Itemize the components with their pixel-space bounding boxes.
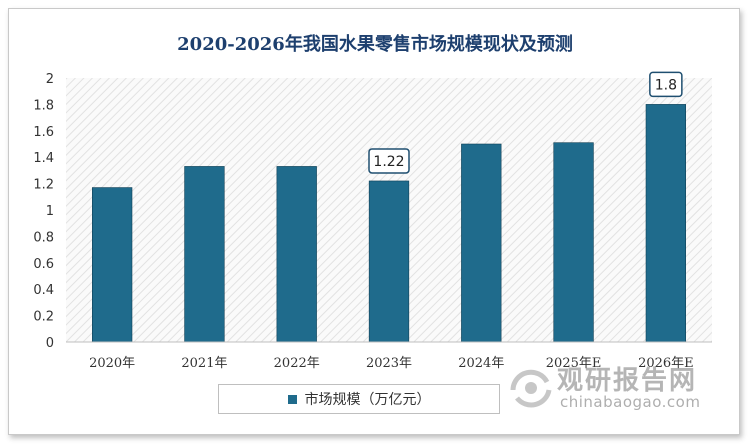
y-tick-label: 1.4 [33,151,54,166]
x-tick-label: 2026年E [638,356,694,371]
y-tick-label: 1.8 [33,98,54,113]
legend: 市场规模（万亿元） [218,384,500,414]
watermark-cn: 观研报告网 [557,366,698,396]
y-tick-label: 0.2 [33,310,54,325]
x-tick-label: 2021年 [181,356,227,371]
bar [276,166,317,343]
y-tick-label: 2 [46,72,54,87]
callout-label: 1.22 [373,154,404,170]
x-tick-label: 2025年E [546,356,602,371]
legend-label: 市场规模（万亿元） [304,392,431,408]
y-tick-label: 1.6 [33,125,54,140]
x-axis: 2020年 2021年 2022年 2023年 2024年 2025年E 2026年E [66,341,712,371]
x-tick-label: 2023年 [366,356,412,371]
x-tick-label: 2020年 [89,356,135,371]
x-tick-label: 2024年 [458,356,504,371]
callouts-group: 1.22 1.8 [368,71,683,174]
y-tick-label: 1.2 [33,178,54,193]
bar [461,143,502,343]
y-tick-label: 1 [46,204,54,219]
watermark-en: chinabaogao.com [560,393,701,411]
bar [645,104,686,343]
y-tick-label: 0.8 [33,230,54,245]
bar [368,180,410,343]
y-tick-label: 0.6 [33,257,54,272]
y-tick-label: 0 [46,336,54,351]
watermark: 观研报告网 chinabaogao.com [505,358,735,418]
x-tick-label: 2022年 [274,356,320,371]
watermark-logo-icon [510,369,552,408]
callout-box [649,71,683,98]
bars-group [92,104,686,343]
callout-box [368,148,410,174]
legend-swatch [287,394,297,404]
y-tick-label: 0.4 [33,283,54,298]
bar [92,187,133,343]
bar [184,166,225,343]
bar [553,142,594,343]
callout-label: 1.8 [655,77,677,93]
chart-title: 2020-2026年我国水果零售市场规模现状及预测 [177,34,573,55]
y-axis: 0 0.2 0.4 0.6 0.8 1 1.2 1.4 1.6 1.8 2 [33,72,54,351]
